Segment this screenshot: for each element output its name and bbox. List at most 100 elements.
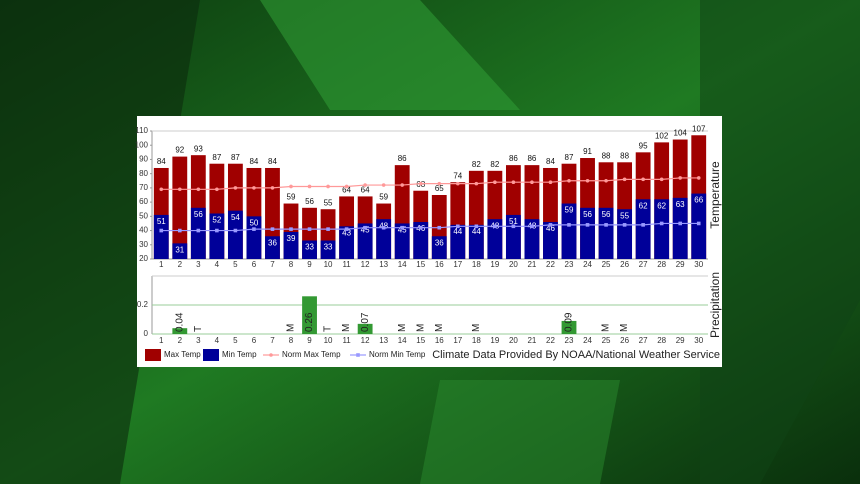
norm-marker [696, 176, 701, 180]
bar [598, 207, 614, 259]
bar [450, 224, 466, 259]
norm-marker [456, 181, 460, 186]
value-label: 84 [249, 157, 258, 166]
credit: Climate Data Provided By NOAA/National W… [432, 349, 720, 361]
norm-marker [659, 221, 664, 226]
value-label: M [471, 324, 482, 332]
value-label: 74 [453, 171, 462, 180]
norm-marker [548, 180, 553, 184]
bar [654, 199, 670, 259]
norm-marker [215, 228, 219, 233]
value-label: 107 [692, 124, 706, 133]
norm-marker [678, 221, 682, 226]
norm-marker [381, 183, 386, 187]
value-label: 45 [398, 226, 407, 235]
y-tick-label: 50 [139, 211, 148, 220]
x-tick-label: 30 [694, 336, 703, 345]
x-tick-label: 25 [602, 336, 611, 345]
norm-marker [530, 180, 534, 184]
y-tick-label: 30 [139, 240, 148, 249]
x-tick-label: 16 [435, 260, 444, 269]
bar [580, 207, 595, 259]
norm-marker [548, 223, 553, 227]
x-tick-label: 26 [620, 336, 629, 345]
value-label: 48 [379, 221, 388, 230]
norm-marker [326, 227, 330, 231]
x-tick-label: 11 [342, 260, 351, 269]
norm-marker [344, 184, 349, 189]
x-tick-label: 20 [509, 260, 518, 269]
norm-marker [289, 184, 293, 189]
x-tick-label: 23 [565, 336, 574, 345]
norm-marker [159, 187, 164, 192]
value-label: 64 [342, 186, 351, 195]
value-label: 52 [212, 216, 221, 225]
value-label: 55 [324, 198, 333, 207]
value-label: 84 [268, 157, 277, 166]
x-tick-label: 1 [159, 336, 164, 345]
norm-marker [418, 181, 423, 186]
x-tick-label: 22 [546, 336, 555, 345]
value-label: 86 [527, 154, 536, 163]
y-tick-label: 110 [135, 126, 148, 135]
bar [320, 240, 336, 259]
y-tick-label: 0.2 [137, 300, 149, 309]
value-label: 91 [583, 147, 592, 156]
legend-marker [269, 353, 273, 357]
norm-marker [678, 176, 682, 180]
value-label: M [619, 324, 630, 332]
value-label: 92 [175, 146, 184, 155]
y-tick-label: 40 [139, 226, 148, 235]
value-label: 59 [287, 193, 296, 202]
y-tick-label: 80 [139, 169, 148, 178]
y-axis-label: Precipitation [708, 272, 722, 338]
value-label: M [341, 324, 352, 332]
y-tick-label: 60 [139, 197, 148, 206]
x-tick-label: 15 [416, 260, 425, 269]
y-tick-label: 70 [139, 183, 148, 192]
x-tick-label: 22 [546, 260, 555, 269]
norm-marker [530, 224, 534, 229]
x-tick-label: 18 [472, 260, 481, 269]
norm-marker [252, 186, 256, 190]
norm-marker [604, 178, 608, 183]
norm-marker [659, 177, 664, 182]
value-label: 93 [194, 144, 203, 153]
legend-marker [356, 353, 360, 357]
norm-marker [363, 183, 367, 187]
x-tick-label: 10 [324, 260, 333, 269]
bar [246, 216, 262, 259]
bar [524, 219, 540, 259]
x-tick-label: 21 [527, 336, 536, 345]
norm-marker [567, 178, 571, 183]
norm-marker [696, 221, 701, 226]
norm-marker [289, 227, 293, 231]
norm-marker [178, 228, 182, 233]
norm-marker [326, 184, 330, 189]
bg-shape [700, 0, 860, 484]
value-label: 65 [435, 184, 444, 193]
norm-marker [196, 187, 201, 192]
bar [561, 203, 577, 259]
value-label: M [601, 324, 612, 332]
x-tick-label: 13 [379, 336, 388, 345]
value-label: 59 [565, 206, 574, 215]
value-label: 86 [509, 154, 518, 163]
x-tick-label: 20 [509, 336, 518, 345]
norm-marker [622, 177, 627, 182]
norm-marker [233, 228, 238, 233]
bar [302, 240, 317, 259]
chart-panel [137, 116, 722, 367]
norm-marker [400, 183, 405, 187]
norm-marker [418, 225, 423, 230]
value-label: 59 [379, 193, 388, 202]
norm-marker [159, 228, 164, 233]
value-label: 45 [361, 226, 370, 235]
x-tick-label: 6 [252, 260, 257, 269]
bar [227, 210, 243, 259]
x-tick-label: 5 [233, 260, 238, 269]
x-tick-label: 4 [215, 336, 220, 345]
norm-marker [215, 187, 219, 192]
value-label: 62 [657, 201, 666, 210]
value-label: 33 [305, 243, 314, 252]
